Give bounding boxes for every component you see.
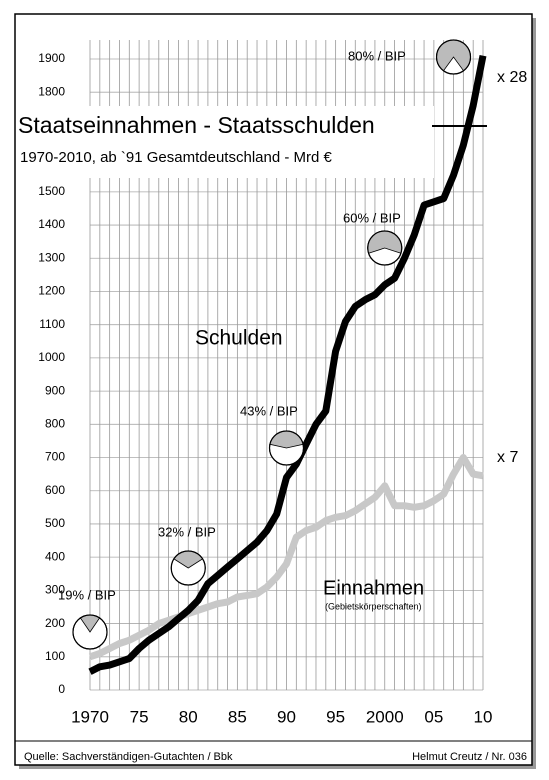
x-tick-label: 10 [474, 707, 493, 726]
x-tick-label: 05 [424, 707, 443, 726]
series-label: Schulden [195, 327, 283, 350]
series-line [88, 55, 487, 675]
series-note: (Gebietskörperschaften) [325, 601, 422, 611]
y-tick-label: 300 [45, 583, 65, 597]
y-tick-label: 600 [45, 483, 65, 497]
pie-label: 43% / BIP [240, 403, 298, 418]
y-tick-label: 1100 [39, 317, 65, 331]
pie-ring [268, 430, 305, 466]
y-tick-label: 0 [58, 682, 65, 696]
y-tick-label: 1000 [38, 350, 65, 364]
x-tick-label: 1970 [71, 707, 109, 726]
series-label: Einnahmen [323, 577, 424, 599]
pie-ring [170, 550, 206, 586]
y-tick-label: 700 [45, 450, 65, 464]
chart-title: Staatseinnahmen - Staatsschulden [18, 112, 375, 138]
y-tick-label: 200 [45, 616, 65, 630]
y-tick-label: 1200 [38, 284, 65, 298]
pie-label: 19% / BIP [58, 587, 116, 602]
y-tick-label: 1500 [38, 184, 65, 198]
y-tick-label: 900 [45, 383, 65, 397]
pie-ring [367, 230, 403, 266]
y-tick-label: 400 [45, 549, 65, 563]
plot: 0 100 200 300 400 500 600 700 800 900 1000 1100 1200… [38, 39, 493, 726]
x-tick-label: 2000 [366, 707, 404, 726]
title-box [16, 106, 434, 178]
x-tick-label: 85 [228, 707, 247, 726]
series-line [88, 454, 484, 661]
source: Quelle: Sachverständigen-Gutachten / Bbk [24, 751, 233, 763]
factor-label: x 28 [497, 69, 527, 86]
pie-ring [435, 39, 472, 75]
x-tick-label: 90 [277, 707, 296, 726]
y-tick-label: 800 [45, 416, 65, 430]
pie-ring [72, 614, 108, 650]
y-tick-label: 100 [45, 649, 65, 663]
y-tick-label: 1800 [38, 84, 65, 98]
pie-label: 80% / BIP [348, 48, 406, 63]
x-tick-label: 80 [179, 707, 198, 726]
chart-subtitle: 1970-2010, ab `91 Gesamtdeutschland - Mr… [20, 149, 333, 166]
y-tick-label: 1300 [38, 250, 65, 264]
y-tick-label: 1900 [38, 51, 65, 65]
pie-label: 60% / BIP [343, 210, 401, 225]
factor-label: x 7 [497, 449, 518, 466]
pie-label: 32% / BIP [158, 524, 216, 539]
y-tick-label: 1400 [38, 217, 65, 231]
x-tick-label: 75 [130, 707, 149, 726]
x-tick-label: 95 [326, 707, 345, 726]
author: Helmut Creutz / Nr. 036 [412, 751, 527, 763]
y-tick-label: 500 [45, 516, 65, 530]
